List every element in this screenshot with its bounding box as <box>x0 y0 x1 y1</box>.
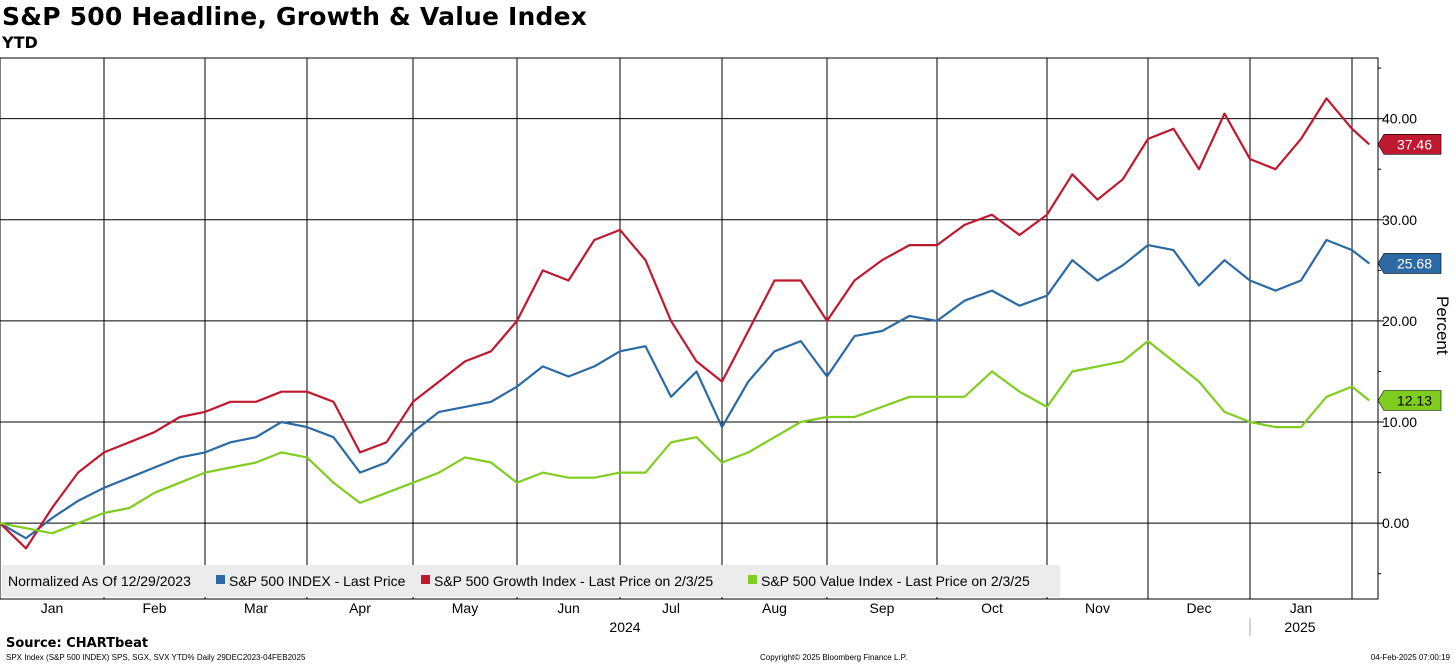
source-note: Source: CHARTbeat <box>6 636 149 651</box>
last-value-tag-label: 12.13 <box>1397 392 1432 408</box>
y-tick-label: 30.00 <box>1382 212 1417 228</box>
footer-series-info: SPX Index (S&P 500 INDEX) SPS, SGX, SVX … <box>6 653 306 662</box>
legend-bg <box>2 565 1060 597</box>
last-value-tag-bg <box>1377 134 1442 155</box>
last-value-tag: 25.68 <box>1377 253 1442 274</box>
chart-title: S&P 500 Headline, Growth & Value Index <box>2 2 588 31</box>
x-month-label: Aug <box>762 600 787 616</box>
x-month-label: Oct <box>981 600 1003 616</box>
last-value-tag-bg <box>1377 390 1442 411</box>
last-value-tag-bg <box>1377 253 1442 274</box>
x-month-label: Sep <box>870 600 895 616</box>
series-line <box>0 97 1371 550</box>
footer-copyright: Copyright© 2025 Bloomberg Finance L.P. <box>760 653 908 662</box>
last-value-tag-label: 37.46 <box>1397 136 1432 152</box>
x-month-label: May <box>452 600 478 616</box>
y-axis-label: Percent <box>1433 296 1452 355</box>
legend-entry-label: S&P 500 INDEX - Last Price <box>229 573 406 589</box>
series-line <box>0 238 1370 540</box>
x-month-label: Apr <box>349 600 371 616</box>
chart-subtitle: YTD <box>2 33 38 52</box>
footer-timestamp: 04-Feb-2025 07:00:19 <box>1370 653 1450 662</box>
x-month-label: Mar <box>244 600 268 616</box>
last-value-tag: 37.46 <box>1377 134 1442 155</box>
x-year-label: 2024 <box>609 619 640 635</box>
x-month-label: Jan <box>1290 600 1313 616</box>
y-tick-label: 0.00 <box>1382 515 1409 531</box>
x-month-label: Nov <box>1085 600 1110 616</box>
y-tick-label: 20.00 <box>1382 313 1417 329</box>
y-tick-label: 40.00 <box>1382 111 1417 127</box>
legend-swatch <box>421 575 430 584</box>
x-month-label: Feb <box>142 600 166 616</box>
last-value-tag-label: 25.68 <box>1397 255 1432 271</box>
legend-prefix: Normalized As Of 12/29/2023 <box>8 573 191 589</box>
x-month-label: Dec <box>1187 600 1212 616</box>
legend-swatch <box>748 575 757 584</box>
last-value-tag: 12.13 <box>1377 390 1442 411</box>
x-month-label: Jan <box>41 600 64 616</box>
y-tick-label: 10.00 <box>1382 414 1417 430</box>
legend-entry-label: S&P 500 Value Index - Last Price on 2/3/… <box>761 573 1030 589</box>
legend-swatch <box>216 575 225 584</box>
legend: Normalized As Of 12/29/2023 S&P 500 INDEX… <box>2 565 1060 597</box>
legend-entry-label: S&P 500 Growth Index - Last Price on 2/3… <box>434 573 713 589</box>
x-year-label: 2025 <box>1284 619 1315 635</box>
x-month-label: Jun <box>557 600 580 616</box>
series-line <box>0 340 1370 535</box>
x-month-label: Jul <box>662 600 680 616</box>
plot-frame <box>0 57 1379 600</box>
